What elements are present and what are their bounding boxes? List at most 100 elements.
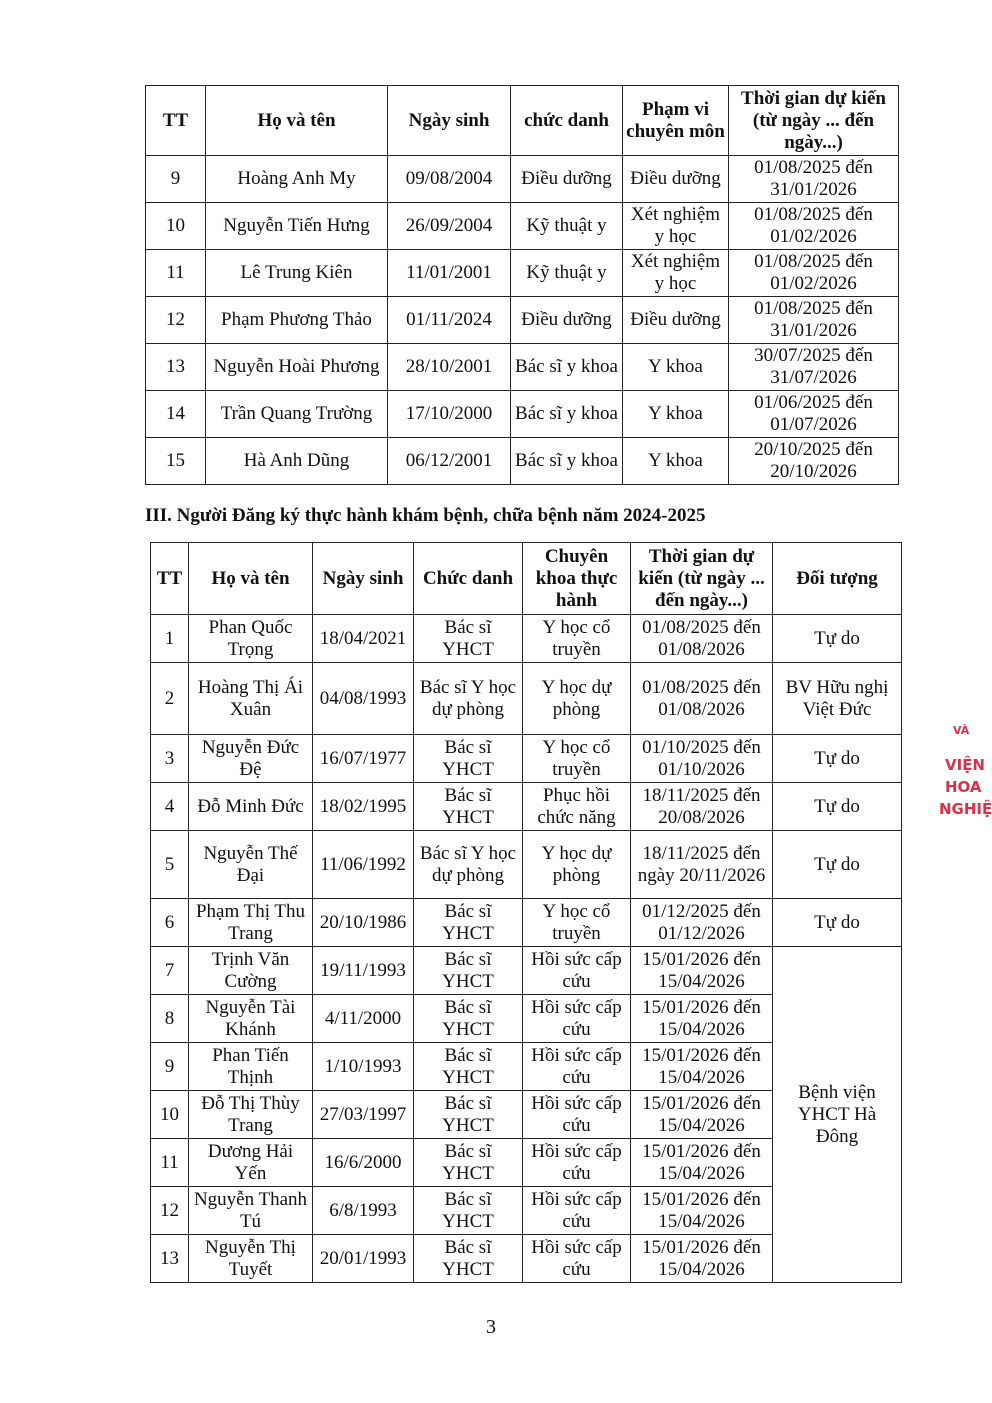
- stamp-text: NGHIỆ: [939, 800, 992, 818]
- table-cell: Y khoa: [622, 437, 729, 485]
- table-cell: 4: [150, 782, 189, 831]
- table-cell: Đỗ Thị Thùy Trang: [188, 1090, 313, 1139]
- table-cell: 15/01/2026 đến 15/04/2026: [630, 994, 773, 1043]
- table-cell: Tự do: [772, 614, 902, 663]
- table-cell: Phạm Thị Thu Trang: [188, 898, 313, 947]
- table-cell: Bác sĩ YHCT: [413, 994, 523, 1043]
- table-cell: 01/11/2024: [387, 296, 511, 344]
- table-cell: Bác sĩ YHCT: [413, 898, 523, 947]
- table-cell: 20/01/1993: [312, 1234, 414, 1283]
- table-cell: Điều dưỡng: [622, 296, 729, 344]
- table-cell: Bác sĩ YHCT: [413, 782, 523, 831]
- table-cell: 19/11/1993: [312, 946, 414, 995]
- table-cell: Hồi sức cấp cứu: [522, 1186, 631, 1235]
- table-cell: 20/10/2025 đến 20/10/2026: [728, 437, 899, 485]
- table-row: 15 Hà Anh Dũng 06/12/2001 Bác sĩ y khoa Y kh…: [145, 437, 899, 485]
- table-cell: Phan Tiến Thịnh: [188, 1042, 313, 1091]
- table-cell: 16/07/1977: [312, 734, 414, 783]
- table-cell: 1: [150, 614, 189, 663]
- staff-table: TT Họ và tên Ngày sinh chức danh Phạm vi chu…: [145, 85, 899, 485]
- table-cell: 06/12/2001: [387, 437, 511, 485]
- table-cell: 27/03/1997: [312, 1090, 414, 1139]
- table-cell: 01/08/2025 đến 01/02/2026: [728, 249, 899, 297]
- header-cell: Chuyên khoa thực hành: [522, 542, 631, 615]
- table-cell: Trần Quang Trường: [205, 390, 388, 438]
- table-cell: Phạm Phương Thảo: [205, 296, 388, 344]
- table-row: 3 Nguyễn Đức Đệ 16/07/1977 Bác sĩ YHCT Y học…: [150, 734, 902, 783]
- table-cell: 18/04/2021: [312, 614, 414, 663]
- table-cell: 04/08/1993: [312, 662, 414, 735]
- header-cell: TT: [150, 542, 189, 615]
- table-cell: Nguyễn Thanh Tú: [188, 1186, 313, 1235]
- table-cell: Dương Hải Yến: [188, 1138, 313, 1187]
- table-cell: 2: [150, 662, 189, 735]
- table-cell: 14: [145, 390, 206, 438]
- table-cell: Tự do: [772, 830, 902, 899]
- table-row: 12 Nguyễn Thanh Tú 6/8/1993 Bác sĩ YHCT Hồi …: [150, 1186, 902, 1235]
- header-cell: chức danh: [510, 85, 623, 156]
- table-cell: 01/08/2025 đến 31/01/2026: [728, 296, 899, 344]
- header-row: TT Họ và tên Ngày sinh chức danh Phạm vi chu…: [145, 85, 899, 156]
- table-cell: 18/11/2025 đến 20/08/2026: [630, 782, 773, 831]
- table-cell: Nguyễn Tài Khánh: [188, 994, 313, 1043]
- table-row: 8 Nguyễn Tài Khánh 4/11/2000 Bác sĩ YHCT Hồi…: [150, 994, 902, 1043]
- table-row: 4 Đỗ Minh Đức 18/02/1995 Bác sĩ YHCT Phục hồ…: [150, 782, 902, 831]
- table-cell: 17/10/2000: [387, 390, 511, 438]
- table-cell: 9: [150, 1042, 189, 1091]
- table-cell: Bác sĩ YHCT: [413, 1234, 523, 1283]
- table-cell: 16/6/2000: [312, 1138, 414, 1187]
- table-cell: Tự do: [772, 734, 902, 783]
- table-cell: Điều dưỡng: [622, 155, 729, 203]
- table-cell: BV Hữu nghị Việt Đức: [772, 662, 902, 735]
- table-row: 12 Phạm Phương Thảo 01/11/2024 Điều dưỡng Đi…: [145, 296, 899, 344]
- table-cell: Hồi sức cấp cứu: [522, 946, 631, 995]
- header-cell: Họ và tên: [188, 542, 313, 615]
- table-cell: 20/10/1986: [312, 898, 414, 947]
- table-cell: 01/08/2025 đến 01/08/2026: [630, 662, 773, 735]
- table-cell: 13: [145, 343, 206, 391]
- page-number: 3: [486, 1316, 496, 1338]
- table-cell: 26/09/2004: [387, 202, 511, 250]
- table-cell: Y học cổ truyền: [522, 898, 631, 947]
- table-cell: Nguyễn Tiến Hưng: [205, 202, 388, 250]
- table-cell: Hồi sức cấp cứu: [522, 1042, 631, 1091]
- table-cell: 09/08/2004: [387, 155, 511, 203]
- table-cell: 15/01/2026 đến 15/04/2026: [630, 1234, 773, 1283]
- table-cell: Điều dưỡng: [510, 296, 623, 344]
- header-cell: Họ và tên: [205, 85, 388, 156]
- table-cell: Bác sĩ YHCT: [413, 1186, 523, 1235]
- table-cell: Y khoa: [622, 390, 729, 438]
- merged-cell: Bệnh viện YHCT Hà Đông: [772, 946, 902, 1283]
- table-cell: Hoàng Anh My: [205, 155, 388, 203]
- table-cell: Bác sĩ Y học dự phòng: [413, 662, 523, 735]
- header-cell: Thời gian dự kiến (từ ngày ... đến ngày.…: [728, 85, 899, 156]
- table-cell: Kỹ thuật y: [510, 202, 623, 250]
- table-cell: 10: [145, 202, 206, 250]
- table-cell: 30/07/2025 đến 31/07/2026: [728, 343, 899, 391]
- table-row: 1 Phan Quốc Trọng 18/04/2021 Bác sĩ YHCT Y h…: [150, 614, 902, 663]
- table-cell: 15/01/2026 đến 15/04/2026: [630, 946, 773, 995]
- table-cell: Xét nghiệm y học: [622, 202, 729, 250]
- table-cell: Bác sĩ YHCT: [413, 946, 523, 995]
- section-heading: III. Người Đăng ký thực hành khám bệnh, …: [145, 505, 706, 526]
- table-cell: 10: [150, 1090, 189, 1139]
- table-cell: Bác sĩ y khoa: [510, 437, 623, 485]
- header-cell: Thời gian dự kiến (từ ngày ... đến ngày.…: [630, 542, 773, 615]
- table-cell: 15/01/2026 đến 15/04/2026: [630, 1186, 773, 1235]
- table-cell: 6: [150, 898, 189, 947]
- table-cell: 01/06/2025 đến 01/07/2026: [728, 390, 899, 438]
- header-cell: Chức danh: [413, 542, 523, 615]
- table-cell: Tự do: [772, 898, 902, 947]
- table-cell: 7: [150, 946, 189, 995]
- table-cell: Hồi sức cấp cứu: [522, 1090, 631, 1139]
- table-cell: Phục hồi chức năng: [522, 782, 631, 831]
- table-cell: Y khoa: [622, 343, 729, 391]
- header-cell: Phạm vi chuyên môn: [622, 85, 729, 156]
- table-cell: Hồi sức cấp cứu: [522, 994, 631, 1043]
- table-cell: Bác sĩ YHCT: [413, 1090, 523, 1139]
- table-cell: Bác sĩ YHCT: [413, 614, 523, 663]
- table-cell: Hồi sức cấp cứu: [522, 1234, 631, 1283]
- table-cell: Lê Trung Kiên: [205, 249, 388, 297]
- table-cell: 12: [145, 296, 206, 344]
